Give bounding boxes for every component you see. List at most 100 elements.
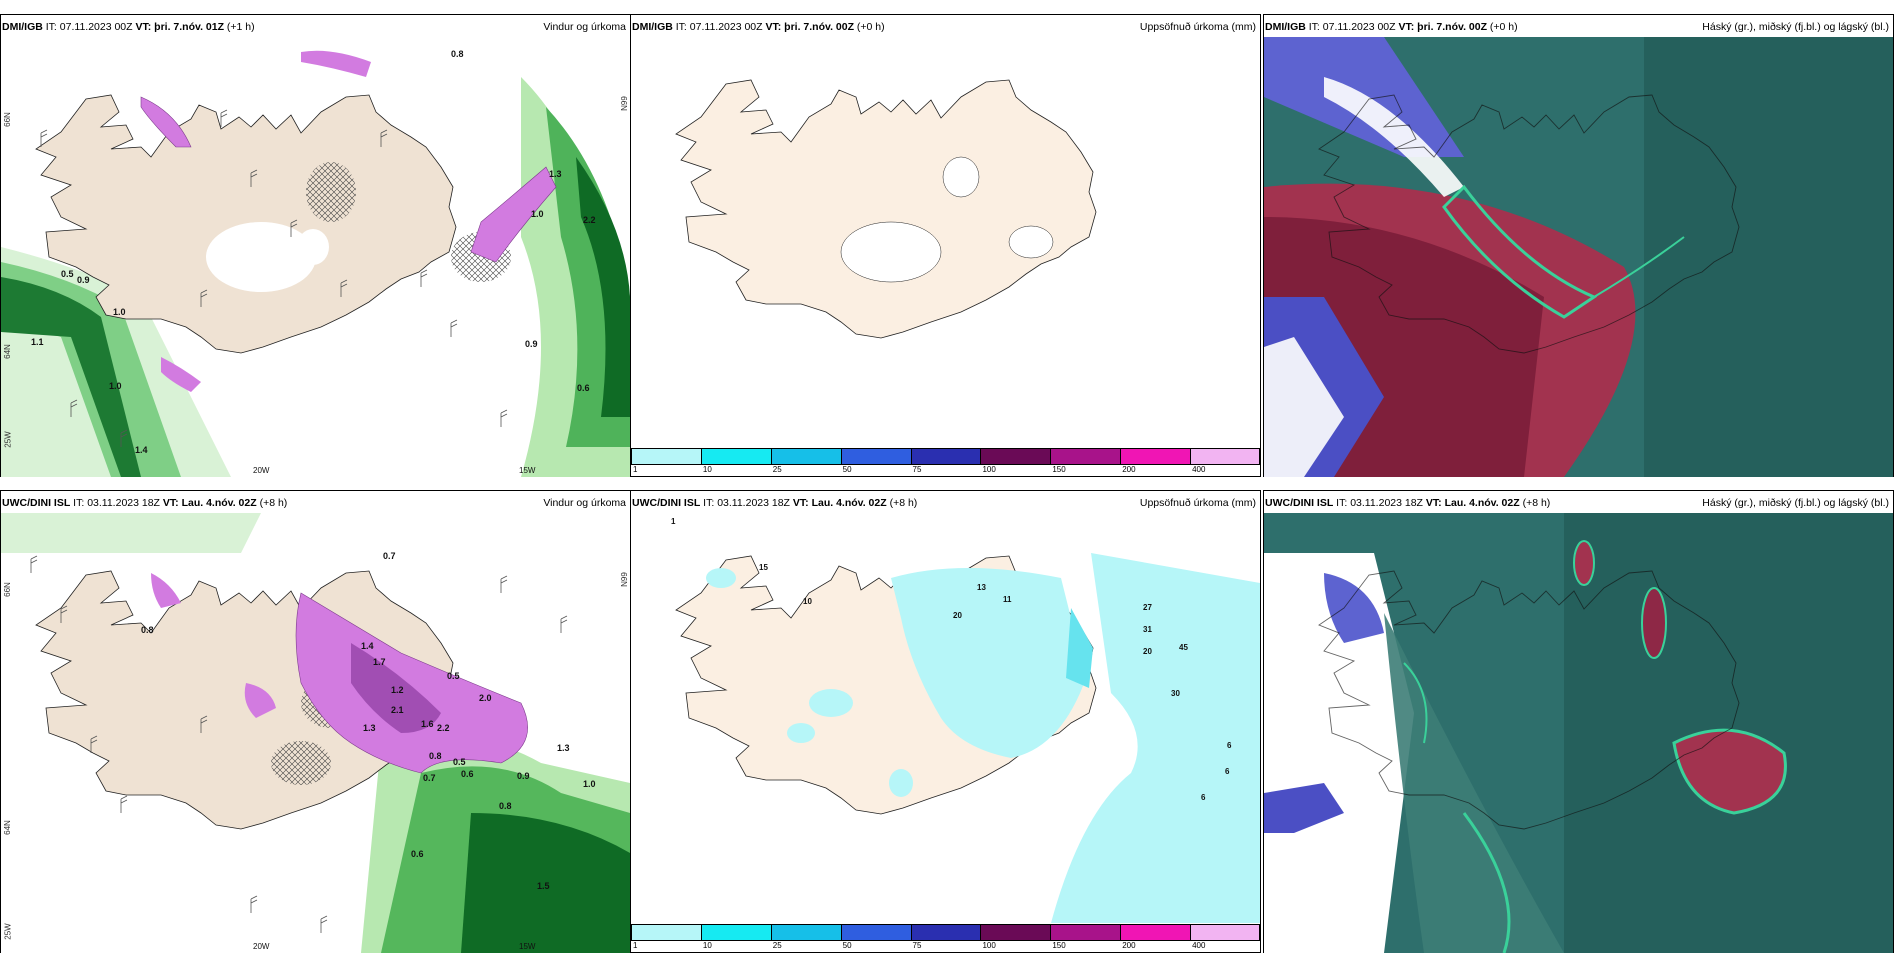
- init-time: 03.11.2023 18Z: [87, 497, 160, 509]
- valid-time: Lau. 4.nóv. 02Z: [181, 497, 257, 509]
- value-label: 0.8: [429, 751, 442, 761]
- legend-tick: 10: [702, 465, 712, 474]
- lat-label: 66N: [2, 582, 12, 597]
- panel-header: DMI/IGB IT: 07.11.2023 00Z VT: þri. 7.nó…: [631, 15, 1260, 37]
- lat-label: 64N: [2, 820, 12, 835]
- lat-side-label: N99: [619, 96, 629, 111]
- it-label: IT:: [73, 497, 85, 509]
- legend-tick: 75: [912, 465, 922, 474]
- panel-top-cloud: DMI/IGB IT: 07.11.2023 00Z VT: þri. 7.nó…: [1263, 14, 1894, 477]
- product-title: Uppsöfnuð úrkoma (mm): [1139, 497, 1256, 509]
- value-label: 1.1: [31, 337, 44, 347]
- value-label: 2.2: [583, 215, 596, 225]
- value-label: 0.8: [141, 625, 154, 635]
- legend-swatch: [1120, 924, 1191, 941]
- value-label: 6: [1225, 767, 1230, 776]
- legend-swatch: [910, 924, 981, 941]
- panel-header: UWC/DINI ISL IT: 03.11.2023 18Z VT: Lau.…: [1264, 491, 1893, 513]
- map-area: [631, 37, 1260, 447]
- legend-tick: 400: [1192, 465, 1206, 474]
- panel-header: UWC/DINI ISL IT: 03.11.2023 18Z VT: Lau.…: [1, 491, 630, 513]
- valid-time: þri. 7.nóv. 00Z: [784, 21, 854, 33]
- value-label: 0.7: [423, 773, 436, 783]
- it-label: IT:: [675, 21, 687, 33]
- legend-swatch: [1190, 924, 1260, 941]
- model-name: DMI/IGB: [632, 21, 673, 33]
- legend-swatch: [770, 448, 841, 465]
- product-title: Háský (gr.), miðský (fj.bl.) og lágský (…: [1702, 21, 1889, 33]
- value-label: 20: [1143, 647, 1152, 656]
- lon-label: 15W: [519, 466, 536, 475]
- lead-time: (+8 h): [1522, 497, 1551, 509]
- legend-tick: 10: [702, 941, 712, 950]
- value-label: 0.5: [447, 671, 460, 681]
- legend-tick: 50: [842, 941, 852, 950]
- legend-tick: 150: [1052, 465, 1066, 474]
- precip-legend: 1 10 25 50 75 100 150 200 400: [631, 922, 1260, 952]
- model-name: UWC/DINI ISL: [632, 497, 701, 509]
- lon-label: 20W: [253, 466, 270, 475]
- value-label: 1.3: [549, 169, 562, 179]
- value-label: 1.2: [391, 685, 404, 695]
- value-label: 1.0: [113, 307, 126, 317]
- valid-time: Lau. 4.nóv. 02Z: [811, 497, 887, 509]
- value-label: 2.1: [391, 705, 404, 715]
- map-area: 1 15 10 13 11 20 27 31 45 20 30 6 6 6: [631, 513, 1260, 923]
- it-label: IT:: [45, 21, 57, 33]
- value-label: 1.3: [363, 723, 376, 733]
- legend-swatch: [700, 924, 771, 941]
- precip-map: [675, 553, 1260, 923]
- wind-map: [1, 513, 630, 953]
- lon-label: 15W: [519, 942, 536, 951]
- panel-header: UWC/DINI ISL IT: 03.11.2023 18Z VT: Lau.…: [631, 491, 1260, 513]
- lead-time: (+8 h): [889, 497, 918, 509]
- value-label: 6: [1227, 741, 1232, 750]
- it-label: IT:: [1336, 497, 1348, 509]
- map-area: [1264, 37, 1893, 477]
- legend-swatch: [1190, 448, 1260, 465]
- value-label: 45: [1179, 643, 1188, 652]
- vt-label: VT:: [135, 21, 152, 33]
- lat-side-label: N99: [619, 572, 629, 587]
- value-label: 1: [671, 517, 676, 526]
- legend-tick: 200: [1122, 941, 1136, 950]
- value-label: 1.3: [557, 743, 570, 753]
- value-label: 13: [977, 583, 986, 592]
- precip-legend: 1 10 25 50 75 100 150 200 400: [631, 446, 1260, 476]
- value-label: 30: [1171, 689, 1180, 698]
- vt-label: VT:: [162, 497, 179, 509]
- value-label: 11: [1003, 595, 1012, 604]
- it-label: IT:: [1308, 21, 1320, 33]
- value-label: 2.2: [437, 723, 450, 733]
- value-label: 2.0: [479, 693, 492, 703]
- wind-map: [1, 37, 630, 477]
- legend-swatch: [700, 448, 771, 465]
- map-area: [1264, 513, 1893, 953]
- lon-label: 20W: [253, 942, 270, 951]
- value-label: 1.7: [373, 657, 386, 667]
- value-label: 0.5: [453, 757, 466, 767]
- map-area: 0.7 0.8 1.4 1.7 1.2 1.3 2.1 1.6 2.2 0.8 …: [1, 513, 630, 953]
- legend-tick: 200: [1122, 465, 1136, 474]
- lon-side-label: 25W: [3, 923, 13, 940]
- legend-tick: 1: [633, 465, 638, 474]
- value-label: 31: [1143, 625, 1152, 634]
- legend-tick: 1: [633, 941, 638, 950]
- legend-swatch: [770, 924, 841, 941]
- legend-tick: 150: [1052, 941, 1066, 950]
- model-name: DMI/IGB: [2, 21, 43, 33]
- valid-time: Lau. 4.nóv. 02Z: [1444, 497, 1520, 509]
- vt-label: VT:: [1398, 21, 1415, 33]
- model-name: UWC/DINI ISL: [1265, 497, 1334, 509]
- product-title: Vindur og úrkoma: [543, 497, 626, 509]
- lat-label: 66N: [2, 112, 12, 127]
- legend-tick: 50: [842, 465, 852, 474]
- legend-swatch: [1050, 924, 1121, 941]
- value-label: 1.0: [583, 779, 596, 789]
- value-label: 0.6: [411, 849, 424, 859]
- lead-time: (+0 h): [1489, 21, 1518, 33]
- value-label: 1.5: [537, 881, 550, 891]
- init-time: 03.11.2023 18Z: [1350, 497, 1423, 509]
- init-time: 03.11.2023 18Z: [717, 497, 790, 509]
- lon-side-label: 25W: [3, 431, 13, 448]
